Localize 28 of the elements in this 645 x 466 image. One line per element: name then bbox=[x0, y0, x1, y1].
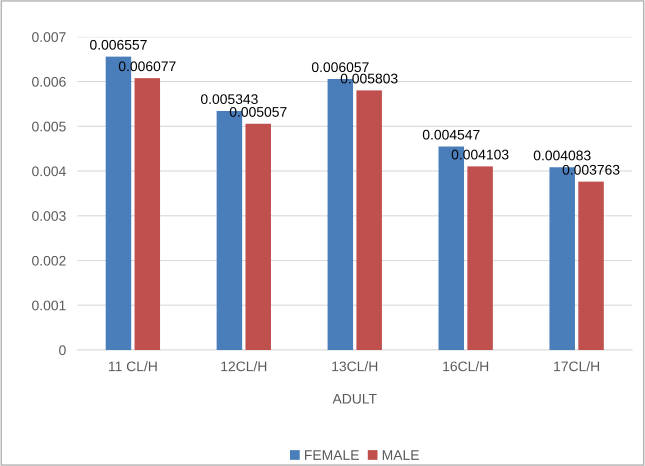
y-tick-label: 0.003 bbox=[32, 211, 66, 221]
y-tick-label: 0.001 bbox=[32, 300, 66, 310]
y-tick-label: 0.005 bbox=[32, 122, 66, 132]
y-tick-label: 0.004 bbox=[32, 166, 66, 176]
bar bbox=[356, 90, 382, 350]
data-label: 0.005057 bbox=[230, 106, 286, 117]
x-tick-label: 12CL/H bbox=[221, 361, 266, 372]
data-label: 0.006557 bbox=[90, 40, 147, 50]
x-tick-label: 13CL/H bbox=[332, 361, 378, 372]
x-axis-title: ADULT bbox=[332, 394, 377, 404]
y-tick-label: 0 bbox=[59, 345, 66, 356]
y-tick-label: 0.006 bbox=[32, 76, 66, 87]
bar bbox=[134, 78, 160, 350]
x-tick-label: 11 CL/H bbox=[108, 361, 157, 372]
y-tick-label: 0.002 bbox=[32, 256, 66, 266]
x-tick-label: 16CL/H bbox=[443, 361, 488, 372]
bar bbox=[245, 124, 271, 350]
data-label: 0.005803 bbox=[340, 74, 398, 84]
data-label: 0.005343 bbox=[200, 94, 258, 104]
legend-label: FEMALE bbox=[305, 450, 359, 460]
y-tick-label: 0.007 bbox=[32, 32, 66, 42]
bar bbox=[578, 182, 604, 350]
data-label: 0.006057 bbox=[312, 62, 369, 72]
bar bbox=[467, 166, 493, 350]
data-label: 0.004547 bbox=[422, 130, 480, 140]
x-tick-label: 17CL/H bbox=[554, 361, 600, 372]
data-label: 0.004083 bbox=[534, 150, 591, 160]
legend-label: MALE bbox=[382, 450, 419, 460]
